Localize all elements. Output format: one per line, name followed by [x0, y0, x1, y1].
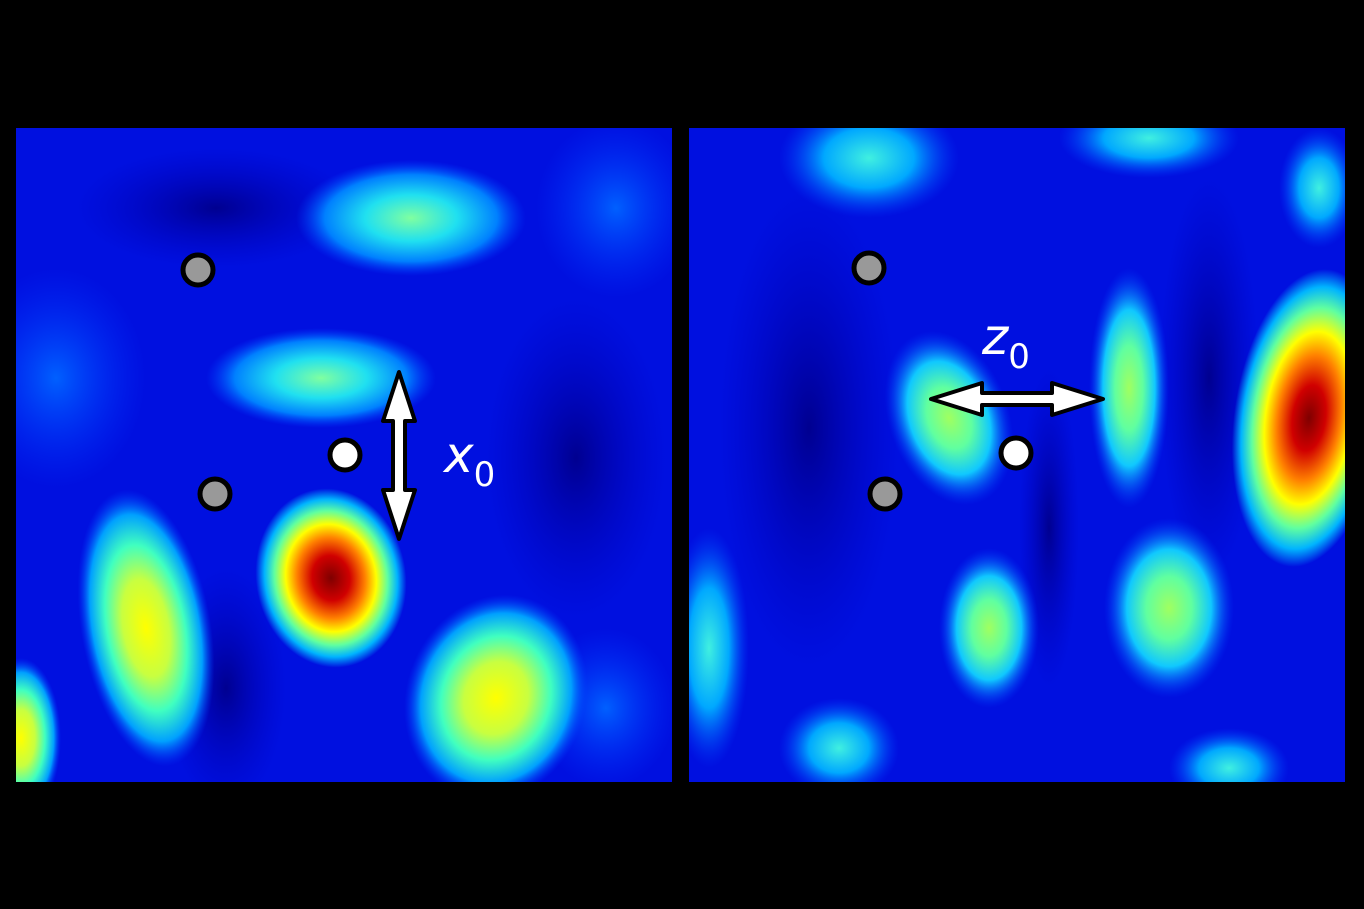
- label-x0: x0: [444, 430, 495, 492]
- vertical-double-arrow-icon: [381, 370, 417, 541]
- field-map-left: [16, 128, 672, 782]
- gray-marker-bottom: [867, 476, 903, 512]
- gray-marker-top: [180, 252, 216, 288]
- gray-marker-top: [851, 250, 887, 286]
- field-map-right-svg: [689, 128, 1345, 782]
- label-x0-symbol: x: [444, 426, 474, 484]
- gray-marker-bottom: [197, 476, 233, 512]
- field-map-left-svg: [16, 128, 672, 782]
- white-marker: [998, 435, 1034, 471]
- label-z0-symbol: z: [982, 308, 1009, 366]
- label-x0-subscript: 0: [473, 455, 496, 495]
- field-map-right: [689, 128, 1345, 782]
- label-z0: z0: [982, 312, 1030, 374]
- white-marker: [327, 437, 363, 473]
- horizontal-double-arrow-icon: [929, 381, 1105, 417]
- label-z0-subscript: 0: [1008, 337, 1030, 377]
